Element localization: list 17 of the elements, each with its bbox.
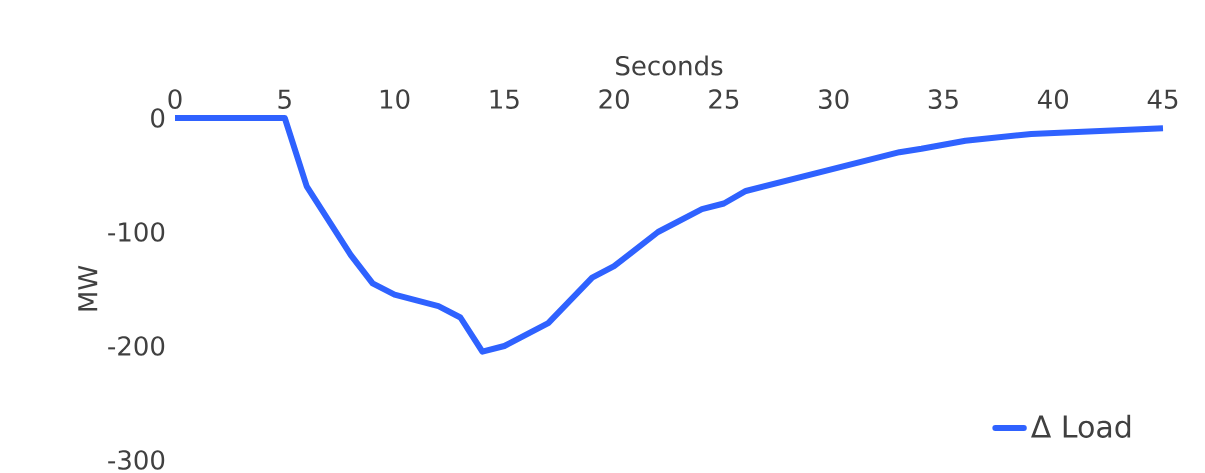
x-tick-label: 30 (819, 89, 849, 109)
y-tick-label: 0 (151, 108, 165, 128)
x-tick-label: 20 (599, 89, 629, 109)
y-tick-label: -300 (108, 450, 165, 470)
legend-label: Δ Load (1031, 414, 1131, 438)
x-tick-label: 5 (278, 89, 291, 109)
x-tick-label: 40 (1037, 89, 1069, 109)
x-tick-label: 10 (380, 89, 410, 109)
y-tick-label: -100 (108, 222, 165, 242)
y-tick-label: -200 (108, 336, 165, 356)
x-tick-label: 25 (709, 89, 739, 109)
x-axis-title: Seconds (616, 55, 723, 76)
y-axis-title: MW (78, 265, 98, 311)
x-tick-label: 15 (490, 89, 519, 109)
x-tick-label: 45 (1147, 89, 1178, 109)
x-tick-label: 35 (928, 89, 958, 109)
x-tick-label: 0 (168, 89, 182, 109)
